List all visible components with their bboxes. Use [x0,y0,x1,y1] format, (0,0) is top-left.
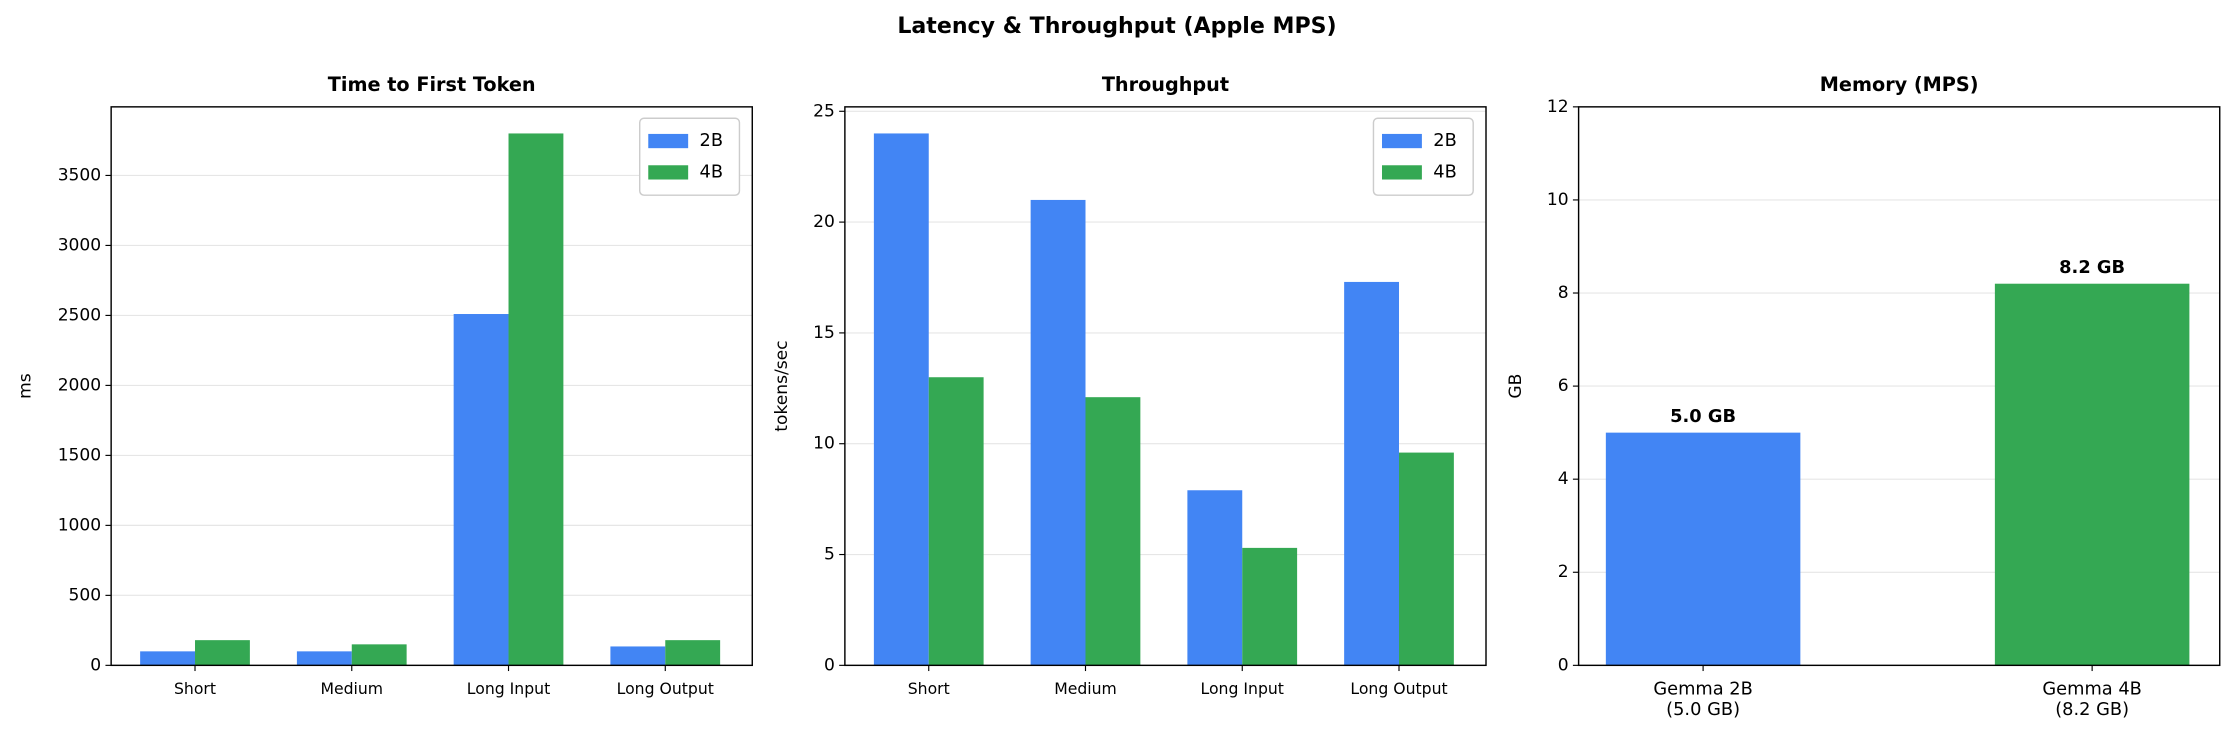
y-tick-label: 3000 [58,235,101,255]
bar [1187,490,1243,666]
y-tick-label: 25 [813,101,835,121]
bar [1605,432,1801,666]
bar [873,133,929,666]
bar [610,646,666,666]
value-label: 8.2 GB [2059,257,2125,278]
x-tick-label: Short [174,679,216,698]
legend-swatch [648,133,689,149]
x-tick-label: Long Input [467,679,550,698]
y-tick-label: 2 [1558,562,1569,582]
chart-title: Memory (MPS) [1820,73,1979,96]
legend-box [1372,117,1474,196]
y-tick-label: 15 [813,323,835,343]
x-tick-label: Medium [320,679,383,698]
bar [1242,547,1298,666]
legend-label: 2B [700,130,724,151]
legend-label: 4B [1433,161,1457,182]
x-tick-label: Long Input [1201,679,1284,698]
y-tick-label: 2500 [58,305,101,325]
bar [351,644,407,666]
legend-swatch [648,165,689,180]
bar [665,640,721,666]
bar [1994,283,2190,666]
y-tick-label: 10 [1547,190,1569,210]
x-tick-label: Gemma 4B (8.2 GB) [2042,679,2142,720]
x-tick-label: Gemma 2B (5.0 GB) [1653,679,1753,720]
y-tick-label: 5 [824,545,835,565]
legend-swatch [1381,165,1422,180]
bar [453,314,509,666]
y-tick-label: 0 [824,655,835,675]
bar [296,651,352,666]
legend-box [639,117,741,196]
bar [1030,199,1086,666]
chart-title: Time to First Token [328,73,536,96]
y-tick-label: 1500 [58,445,101,465]
legend-swatch [1381,133,1422,149]
legend-label: 2B [1433,130,1457,151]
legend-label: 4B [700,161,724,182]
x-tick-label: Medium [1054,679,1117,698]
plot-frame [1577,106,2221,667]
bar [1344,281,1400,666]
plot-frame [844,106,1487,667]
figure-title: Latency & Throughput (Apple MPS) [897,14,1336,39]
y-axis-label: GB [1506,374,1526,399]
y-tick-label: 4 [1558,469,1569,489]
y-tick-label: 12 [1547,97,1569,117]
bar [195,640,250,666]
bar [928,377,984,666]
y-axis-label: tokens/sec [772,340,792,431]
bar [508,133,564,666]
y-tick-label: 20 [813,212,835,232]
y-tick-label: 10 [813,434,835,454]
y-tick-label: 6 [1558,376,1569,396]
y-tick-label: 1000 [58,515,101,535]
y-tick-label: 8 [1558,283,1569,303]
y-tick-label: 500 [69,585,102,605]
x-tick-label: Short [908,679,950,698]
bar [1399,452,1454,666]
plot-frame [110,106,753,667]
y-tick-label: 0 [90,655,101,675]
y-axis-label: ms [16,373,36,399]
bar [1085,397,1141,666]
y-tick-label: 3500 [58,165,101,185]
bar [140,651,196,666]
x-tick-label: Long Output [617,679,714,698]
y-tick-label: 2000 [58,375,101,395]
y-tick-label: 0 [1558,655,1569,675]
x-tick-label: Long Output [1350,679,1447,698]
chart-title: Throughput [1102,73,1229,96]
value-label: 5.0 GB [1670,406,1736,427]
